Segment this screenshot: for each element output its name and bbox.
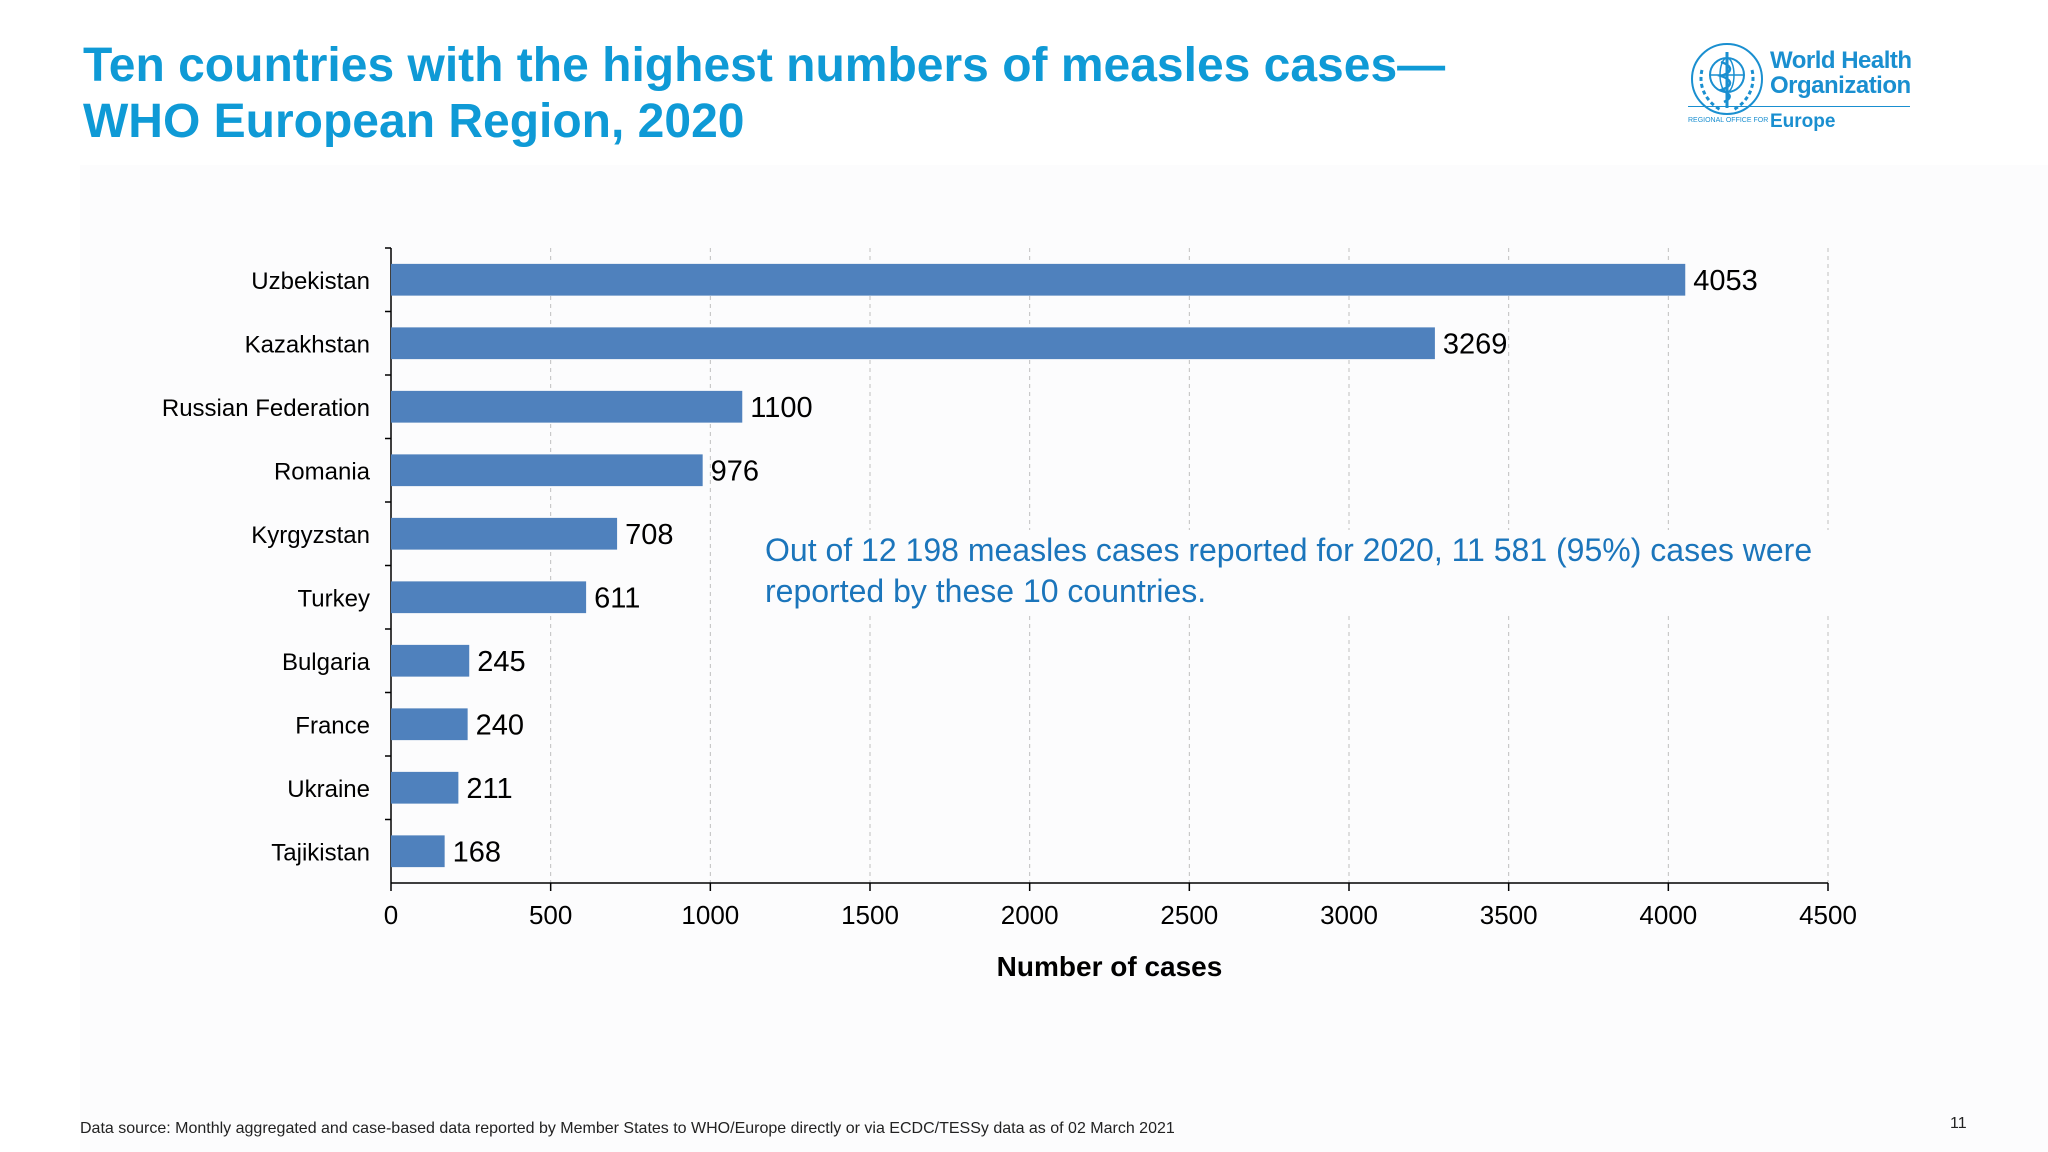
- slide-title: Ten countries with the highest numbers o…: [83, 38, 1643, 150]
- regional-office-label: REGIONAL OFFICE FOR: [1688, 117, 1769, 124]
- bar-1: [391, 327, 1435, 360]
- x-tick-label-1: 500: [529, 900, 572, 930]
- value-label-1: 3269: [1443, 328, 1508, 360]
- slide-title-line-1: Ten countries with the highest numbers o…: [83, 39, 1446, 92]
- category-label-2: Russian Federation: [162, 395, 370, 422]
- x-tick-label-5: 2500: [1160, 900, 1218, 930]
- x-tick-label-2: 1000: [681, 900, 739, 930]
- x-tick-label-6: 3000: [1320, 900, 1378, 930]
- x-axis-title: Number of cases: [997, 951, 1223, 982]
- bar-6: [391, 644, 470, 677]
- value-label-9: 168: [453, 836, 501, 868]
- x-tick-label-9: 4500: [1799, 900, 1857, 930]
- x-tick-label-7: 3500: [1480, 900, 1538, 930]
- value-label-5: 611: [594, 582, 640, 614]
- category-label-0: Uzbekistan: [251, 268, 370, 295]
- category-label-5: Turkey: [298, 585, 370, 612]
- value-label-2: 1100: [750, 392, 812, 424]
- category-label-8: Ukraine: [287, 776, 370, 803]
- bar-7: [391, 708, 468, 741]
- bar-2: [391, 390, 743, 423]
- who-emblem-icon: [1691, 43, 1763, 115]
- bar-0: [391, 263, 1686, 296]
- value-label-6: 245: [477, 646, 525, 678]
- chart-annotation: Out of 12 198 measles cases reported for…: [765, 530, 1905, 612]
- value-label-3: 976: [711, 455, 759, 487]
- x-tick-label-4: 2000: [1001, 900, 1059, 930]
- x-tick-label-3: 1500: [841, 900, 899, 930]
- x-tick-label-8: 4000: [1639, 900, 1697, 930]
- bar-8: [391, 771, 459, 804]
- region-label: Europe: [1770, 111, 1836, 132]
- page-number: 11: [1950, 1115, 1967, 1132]
- value-label-4: 708: [625, 519, 673, 551]
- category-label-7: France: [295, 712, 370, 739]
- data-source-note: Data source: Monthly aggregated and case…: [80, 1120, 1175, 1137]
- who-europe-logo: World Health Organization REGIONAL OFFIC…: [1688, 38, 1928, 148]
- category-label-9: Tajikistan: [271, 839, 370, 866]
- who-name: World Health Organization: [1770, 48, 1912, 98]
- bar-3: [391, 454, 703, 487]
- bar-9: [391, 835, 445, 868]
- category-label-3: Romania: [274, 458, 371, 485]
- who-name-line-2: Organization: [1770, 72, 1911, 99]
- category-label-1: Kazakhstan: [245, 331, 370, 358]
- x-tick-label-0: 0: [384, 900, 398, 930]
- value-label-0: 4053: [1693, 265, 1758, 297]
- slide-title-line-2: WHO European Region, 2020: [83, 95, 745, 148]
- category-label-4: Kyrgyzstan: [251, 522, 370, 549]
- bar-4: [391, 517, 618, 550]
- category-label-6: Bulgaria: [282, 649, 371, 676]
- logo-divider: [1688, 106, 1910, 107]
- value-label-8: 211: [466, 773, 512, 805]
- value-label-7: 240: [476, 709, 524, 741]
- bar-5: [391, 581, 587, 614]
- who-name-line-1: World Health: [1770, 47, 1912, 74]
